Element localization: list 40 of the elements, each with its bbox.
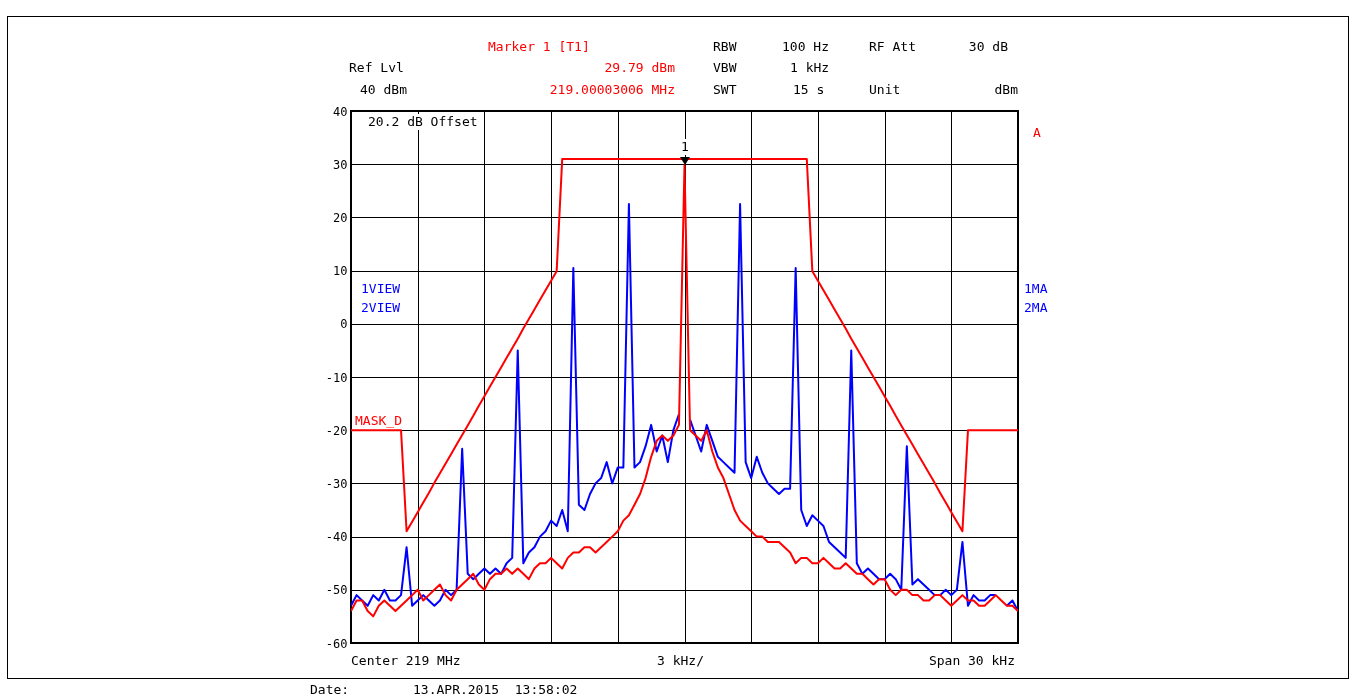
text: 40 dBm (360, 82, 407, 98)
y-tick-label: -60 (325, 636, 348, 651)
text: 219.00003006 MHz (549, 82, 675, 98)
text: 1 kHz (790, 60, 830, 76)
text: Date: (310, 682, 350, 698)
y-tick-label: -20 (325, 423, 348, 438)
y-tick-label: 0 (340, 317, 348, 332)
text: 1MA (1024, 281, 1048, 297)
text: VBW (713, 60, 737, 76)
y-tick-label: 20 (333, 210, 348, 225)
y-tick-label: 10 (333, 264, 348, 279)
y-tick-label: -50 (325, 583, 348, 598)
text: 15 s (793, 82, 825, 98)
text: Unit (869, 82, 901, 98)
y-tick-label: -30 (325, 476, 348, 491)
text: Marker 1 [T1] (488, 39, 590, 55)
y-tick-label: 40 (333, 104, 348, 119)
annotation: 1 (681, 139, 689, 155)
text: 2MA (1024, 300, 1048, 316)
text: dBm (994, 82, 1018, 98)
line-series (351, 157, 1018, 533)
text: 13.APR.2015 13:58:02 (413, 682, 578, 698)
text: A (1033, 125, 1041, 141)
y-tick-label: 30 (333, 157, 348, 172)
text: 30 dB (968, 39, 1008, 55)
annotation: 1VIEW (361, 281, 401, 297)
y-tick-label: -40 (325, 530, 348, 545)
text: Center 219 MHz (351, 653, 461, 669)
annotation: 20.2 dB Offset (368, 114, 478, 130)
text: RF Att (869, 39, 916, 55)
text: SWT (713, 82, 737, 98)
text: 100 Hz (782, 39, 829, 55)
text: Ref Lvl (349, 60, 404, 76)
y-tick-label: -10 (325, 370, 348, 385)
text: 3 kHz/ (657, 653, 704, 669)
text: Span 30 kHz (928, 653, 1015, 669)
text: 29.79 dBm (604, 60, 675, 76)
annotation: 2VIEW (361, 300, 401, 316)
text: RBW (713, 39, 737, 55)
series-label: MASK_D (355, 413, 403, 429)
